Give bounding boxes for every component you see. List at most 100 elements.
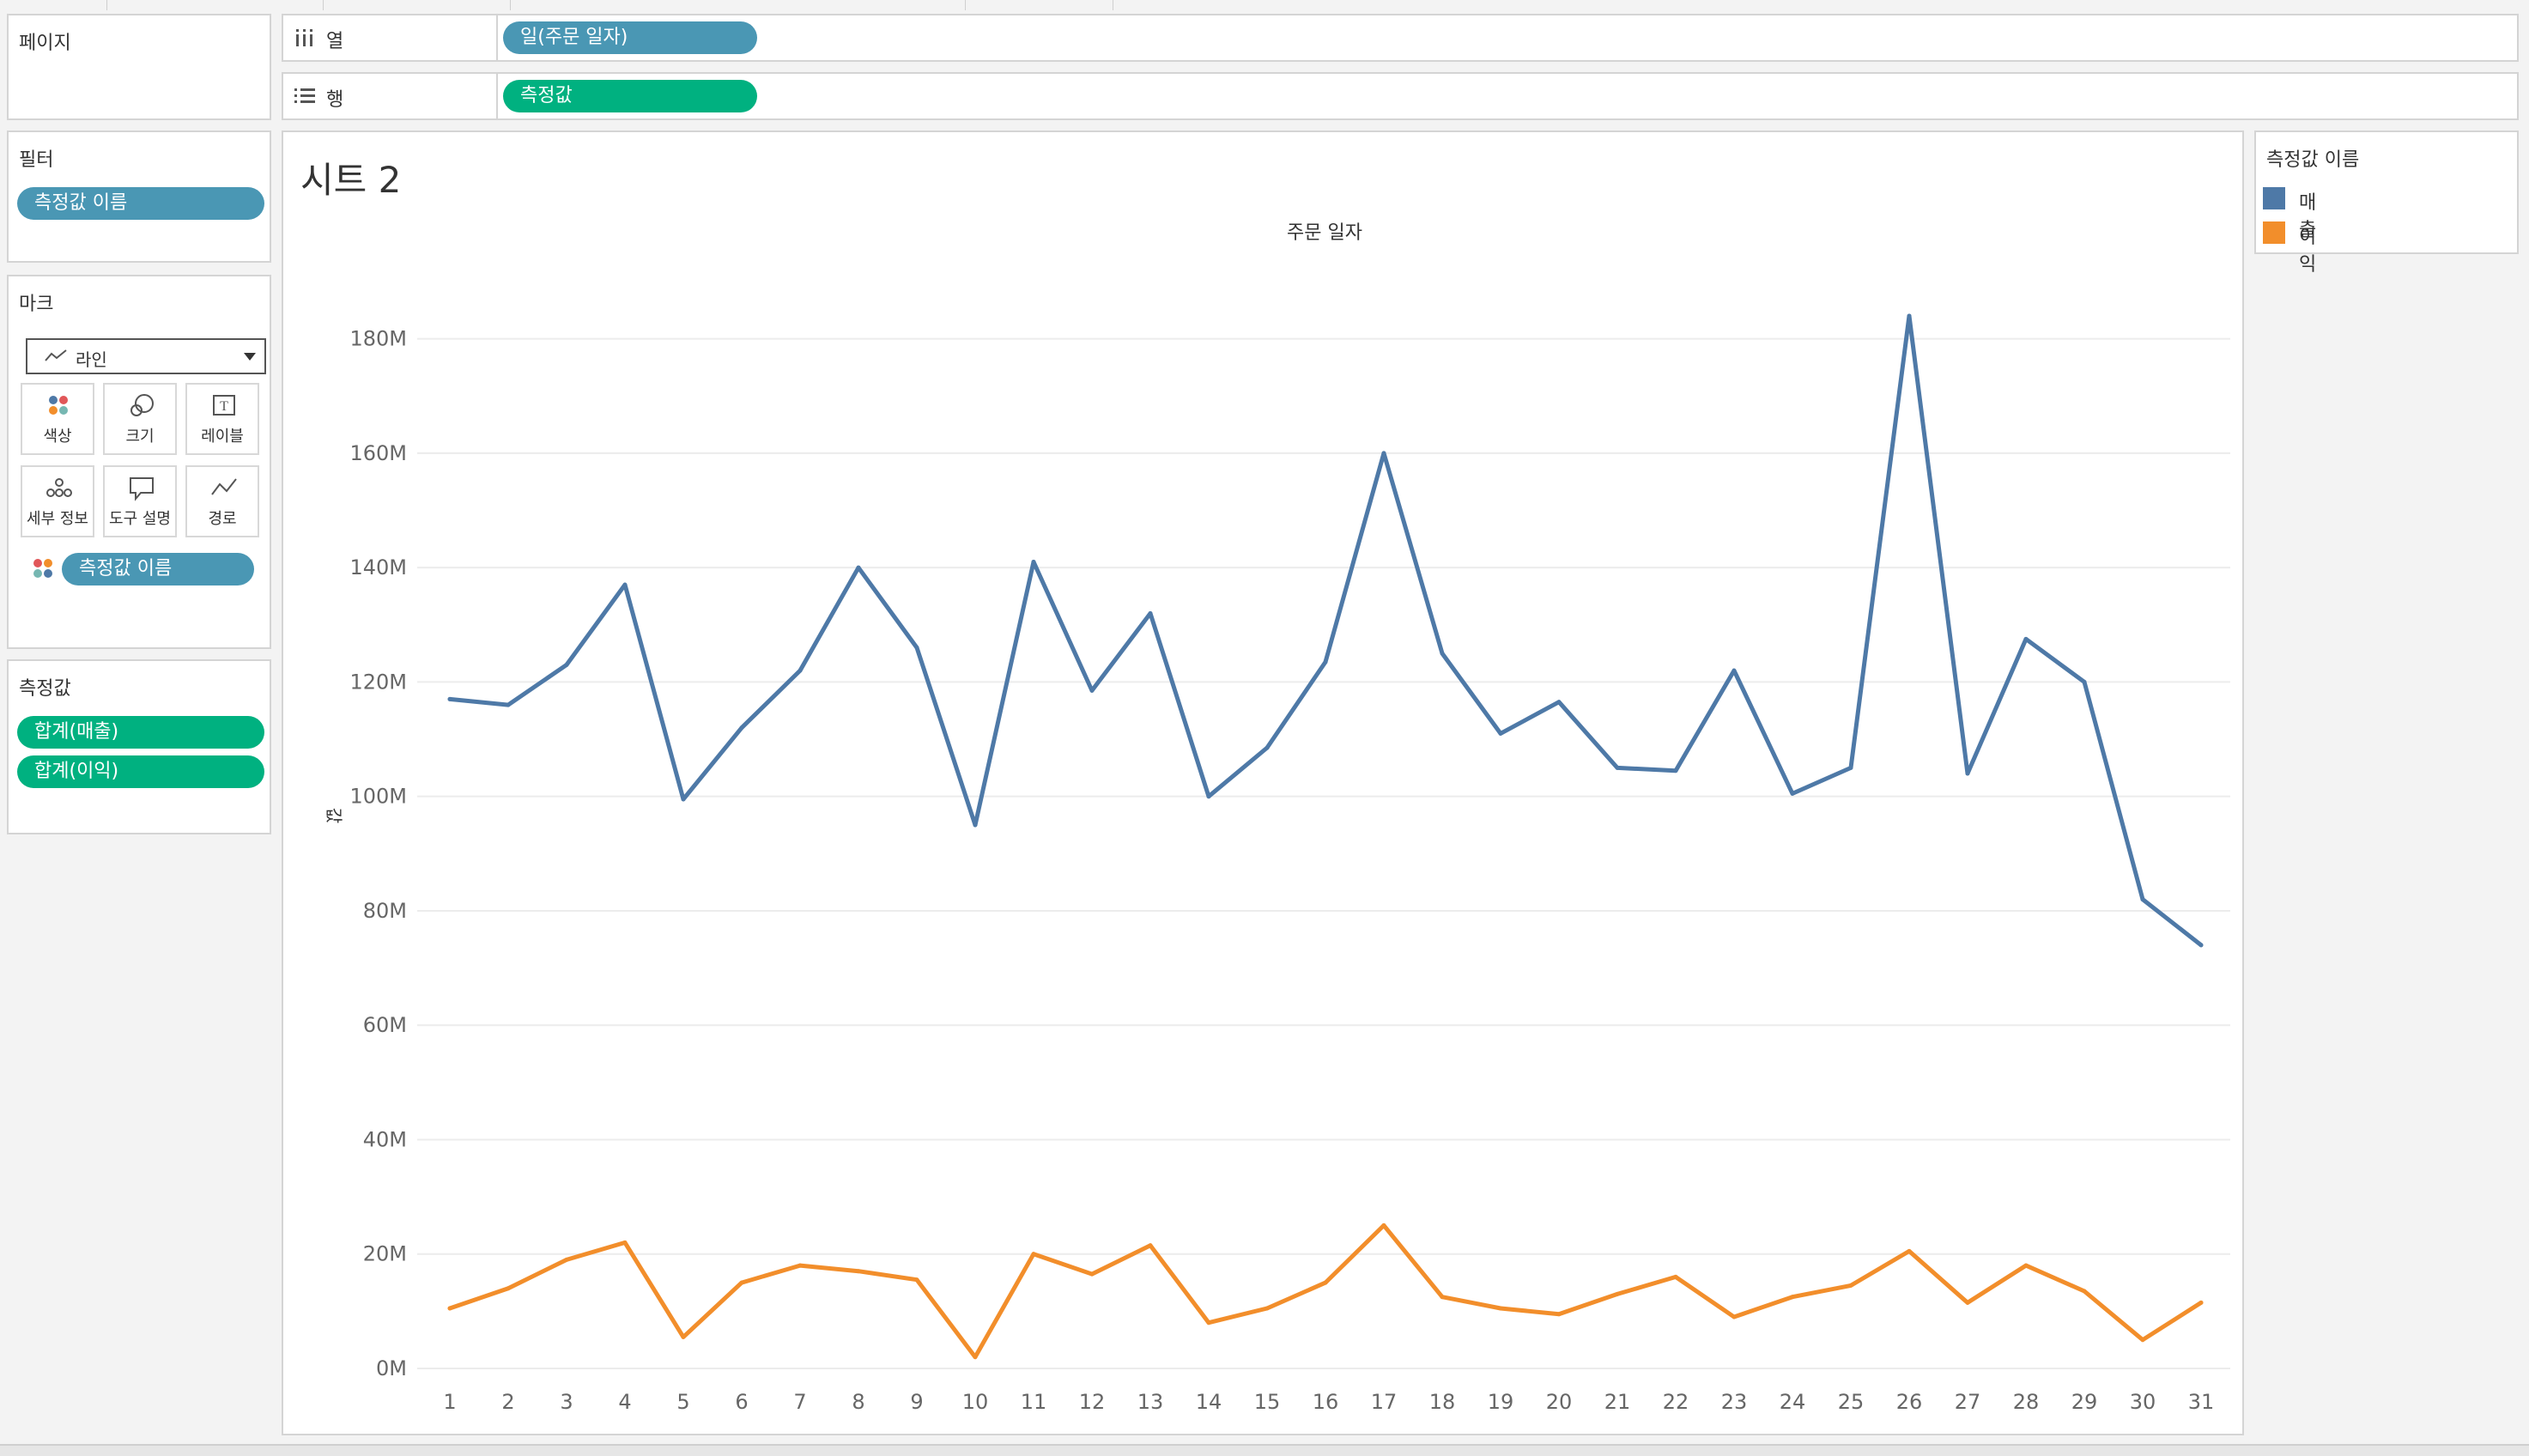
data-point[interactable] xyxy=(1148,1243,1153,1248)
data-point[interactable] xyxy=(1264,745,1270,750)
data-point[interactable] xyxy=(2140,1338,2145,1343)
data-point[interactable] xyxy=(1323,1280,1328,1285)
data-point[interactable] xyxy=(681,1334,686,1339)
mark-type-dropdown[interactable]: 라인 xyxy=(26,338,266,374)
data-point[interactable] xyxy=(622,1240,628,1245)
data-point[interactable] xyxy=(1848,1283,1853,1288)
pages-card[interactable]: 페이지 xyxy=(7,14,271,120)
data-point[interactable] xyxy=(1965,771,1970,776)
x-tick-label: 29 xyxy=(2071,1390,2098,1414)
y-tick-label: 60M xyxy=(363,1013,407,1037)
data-point[interactable] xyxy=(2198,1300,2204,1305)
color-button[interactable]: 색상 xyxy=(21,383,94,455)
data-point[interactable] xyxy=(1089,1271,1095,1277)
rows-shelf-label: 행 xyxy=(326,89,344,111)
data-point[interactable] xyxy=(1264,1306,1270,1311)
sheet-tab-bar[interactable] xyxy=(0,1444,2529,1456)
data-point[interactable] xyxy=(2082,679,2087,684)
data-point[interactable] xyxy=(1556,700,1562,705)
legend-swatch xyxy=(2263,187,2285,209)
label-icon: T xyxy=(213,395,235,416)
color-legend-icon xyxy=(33,559,52,578)
rows-pill-measure-values[interactable]: 측정값 xyxy=(503,80,757,112)
data-point[interactable] xyxy=(1615,765,1620,770)
label-button[interactable]: T 레이블 xyxy=(185,383,259,455)
data-point[interactable] xyxy=(1907,1248,1912,1253)
data-point[interactable] xyxy=(564,662,569,667)
x-tick-label: 20 xyxy=(1546,1390,1573,1414)
data-point[interactable] xyxy=(1615,1291,1620,1296)
data-point[interactable] xyxy=(681,797,686,802)
data-point[interactable] xyxy=(1498,731,1503,736)
series-line-sales[interactable] xyxy=(447,313,2204,948)
data-point[interactable] xyxy=(1440,1295,1445,1300)
top-tab-strip xyxy=(0,0,2529,12)
data-point[interactable] xyxy=(1790,791,1795,796)
color-icon xyxy=(49,396,68,415)
data-point[interactable] xyxy=(1848,765,1853,770)
data-point[interactable] xyxy=(1907,313,1912,318)
data-point[interactable] xyxy=(1673,1274,1678,1279)
data-point[interactable] xyxy=(1031,560,1036,564)
x-tick-label: 26 xyxy=(1896,1390,1923,1414)
detail-button[interactable]: 세부 정보 xyxy=(21,465,94,537)
data-point[interactable] xyxy=(2198,943,2204,948)
data-point[interactable] xyxy=(2023,636,2029,641)
columns-pill-order-day[interactable]: 일(주문 일자) xyxy=(503,21,757,54)
data-point[interactable] xyxy=(1673,768,1678,774)
measure-pill-profit[interactable]: 합계(이익) xyxy=(17,755,264,788)
data-point[interactable] xyxy=(2082,1289,2087,1294)
data-point[interactable] xyxy=(1089,688,1095,693)
data-point[interactable] xyxy=(1731,1314,1737,1320)
x-tick-label: 25 xyxy=(1838,1390,1865,1414)
data-point[interactable] xyxy=(1965,1300,1970,1305)
marks-card: 마크 라인 색상 크기 T 레이블 세부 xyxy=(7,275,271,649)
data-point[interactable] xyxy=(973,822,978,828)
color-pill-measure-names[interactable]: 측정값 이름 xyxy=(62,553,254,585)
data-point[interactable] xyxy=(1556,1312,1562,1317)
x-tick-label: 21 xyxy=(1604,1390,1631,1414)
data-point[interactable] xyxy=(856,565,861,570)
data-point[interactable] xyxy=(2023,1263,2029,1268)
data-point[interactable] xyxy=(1381,1222,1386,1228)
data-point[interactable] xyxy=(447,696,452,701)
data-point[interactable] xyxy=(506,1286,511,1291)
series-line-profit[interactable] xyxy=(447,1222,2204,1360)
path-button[interactable]: 경로 xyxy=(185,465,259,537)
data-point[interactable] xyxy=(1440,651,1445,656)
data-point[interactable] xyxy=(2140,897,2145,902)
data-point[interactable] xyxy=(856,1269,861,1274)
data-point[interactable] xyxy=(914,1277,919,1283)
data-point[interactable] xyxy=(798,1263,803,1268)
tooltip-button[interactable]: 도구 설명 xyxy=(103,465,177,537)
columns-shelf[interactable]: 열 일(주문 일자) xyxy=(282,14,2519,62)
data-point[interactable] xyxy=(447,1306,452,1311)
data-point[interactable] xyxy=(1381,451,1386,456)
data-point[interactable] xyxy=(1206,794,1211,799)
filter-pill-measure-names[interactable]: 측정값 이름 xyxy=(17,187,264,220)
data-point[interactable] xyxy=(1731,668,1737,673)
data-point[interactable] xyxy=(973,1355,978,1360)
data-point[interactable] xyxy=(1031,1252,1036,1257)
rows-shelf[interactable]: 행 측정값 xyxy=(282,72,2519,120)
measure-pill-sales[interactable]: 합계(매출) xyxy=(17,716,264,749)
data-point[interactable] xyxy=(506,702,511,707)
data-point[interactable] xyxy=(914,645,919,650)
data-point[interactable] xyxy=(798,668,803,673)
data-point[interactable] xyxy=(1790,1295,1795,1300)
data-point[interactable] xyxy=(739,725,744,731)
worksheet-view[interactable]: 시트 2 0M 20M 40M 60M 80M 100M 120M 140M 160M 180M … xyxy=(282,130,2244,1435)
data-point[interactable] xyxy=(1148,611,1153,616)
label-button-label: 레이블 xyxy=(201,428,244,446)
data-point[interactable] xyxy=(1323,659,1328,664)
data-point[interactable] xyxy=(1498,1306,1503,1311)
size-button[interactable]: 크기 xyxy=(103,383,177,455)
filters-card[interactable]: 필터 측정값 이름 xyxy=(7,130,271,263)
data-point[interactable] xyxy=(622,582,628,587)
data-point[interactable] xyxy=(1206,1320,1211,1326)
data-point[interactable] xyxy=(564,1257,569,1262)
x-tick-label: 28 xyxy=(2013,1390,2040,1414)
x-tick-label: 8 xyxy=(852,1390,864,1414)
data-point[interactable] xyxy=(739,1280,744,1285)
